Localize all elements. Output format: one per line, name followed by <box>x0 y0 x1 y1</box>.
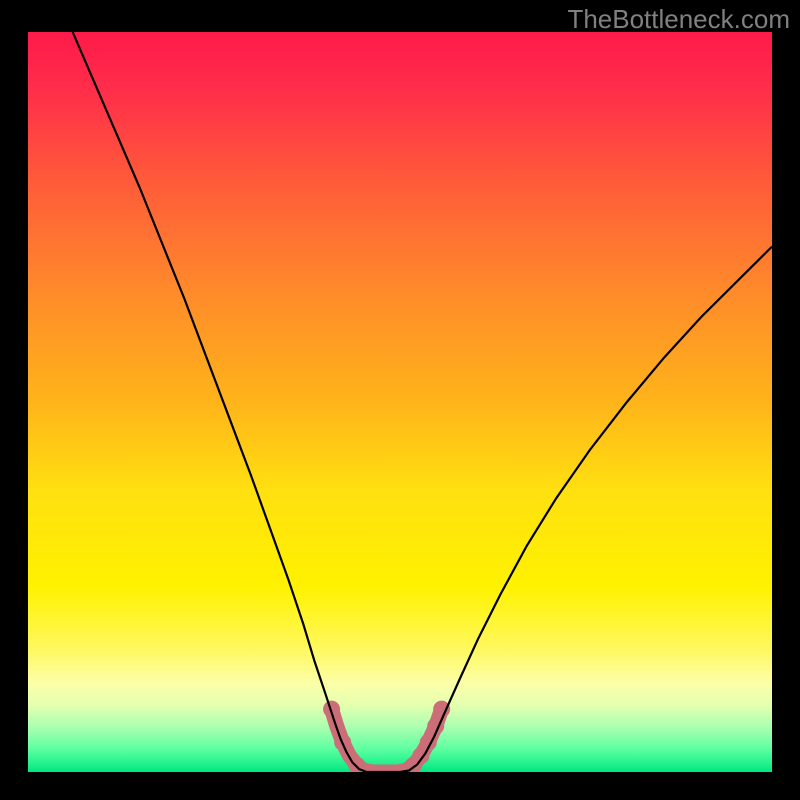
highlight-dot <box>433 701 450 718</box>
plot-area <box>28 32 772 772</box>
watermark-text: TheBottleneck.com <box>567 4 790 35</box>
gradient-background <box>28 32 772 772</box>
plot-svg <box>28 32 772 772</box>
